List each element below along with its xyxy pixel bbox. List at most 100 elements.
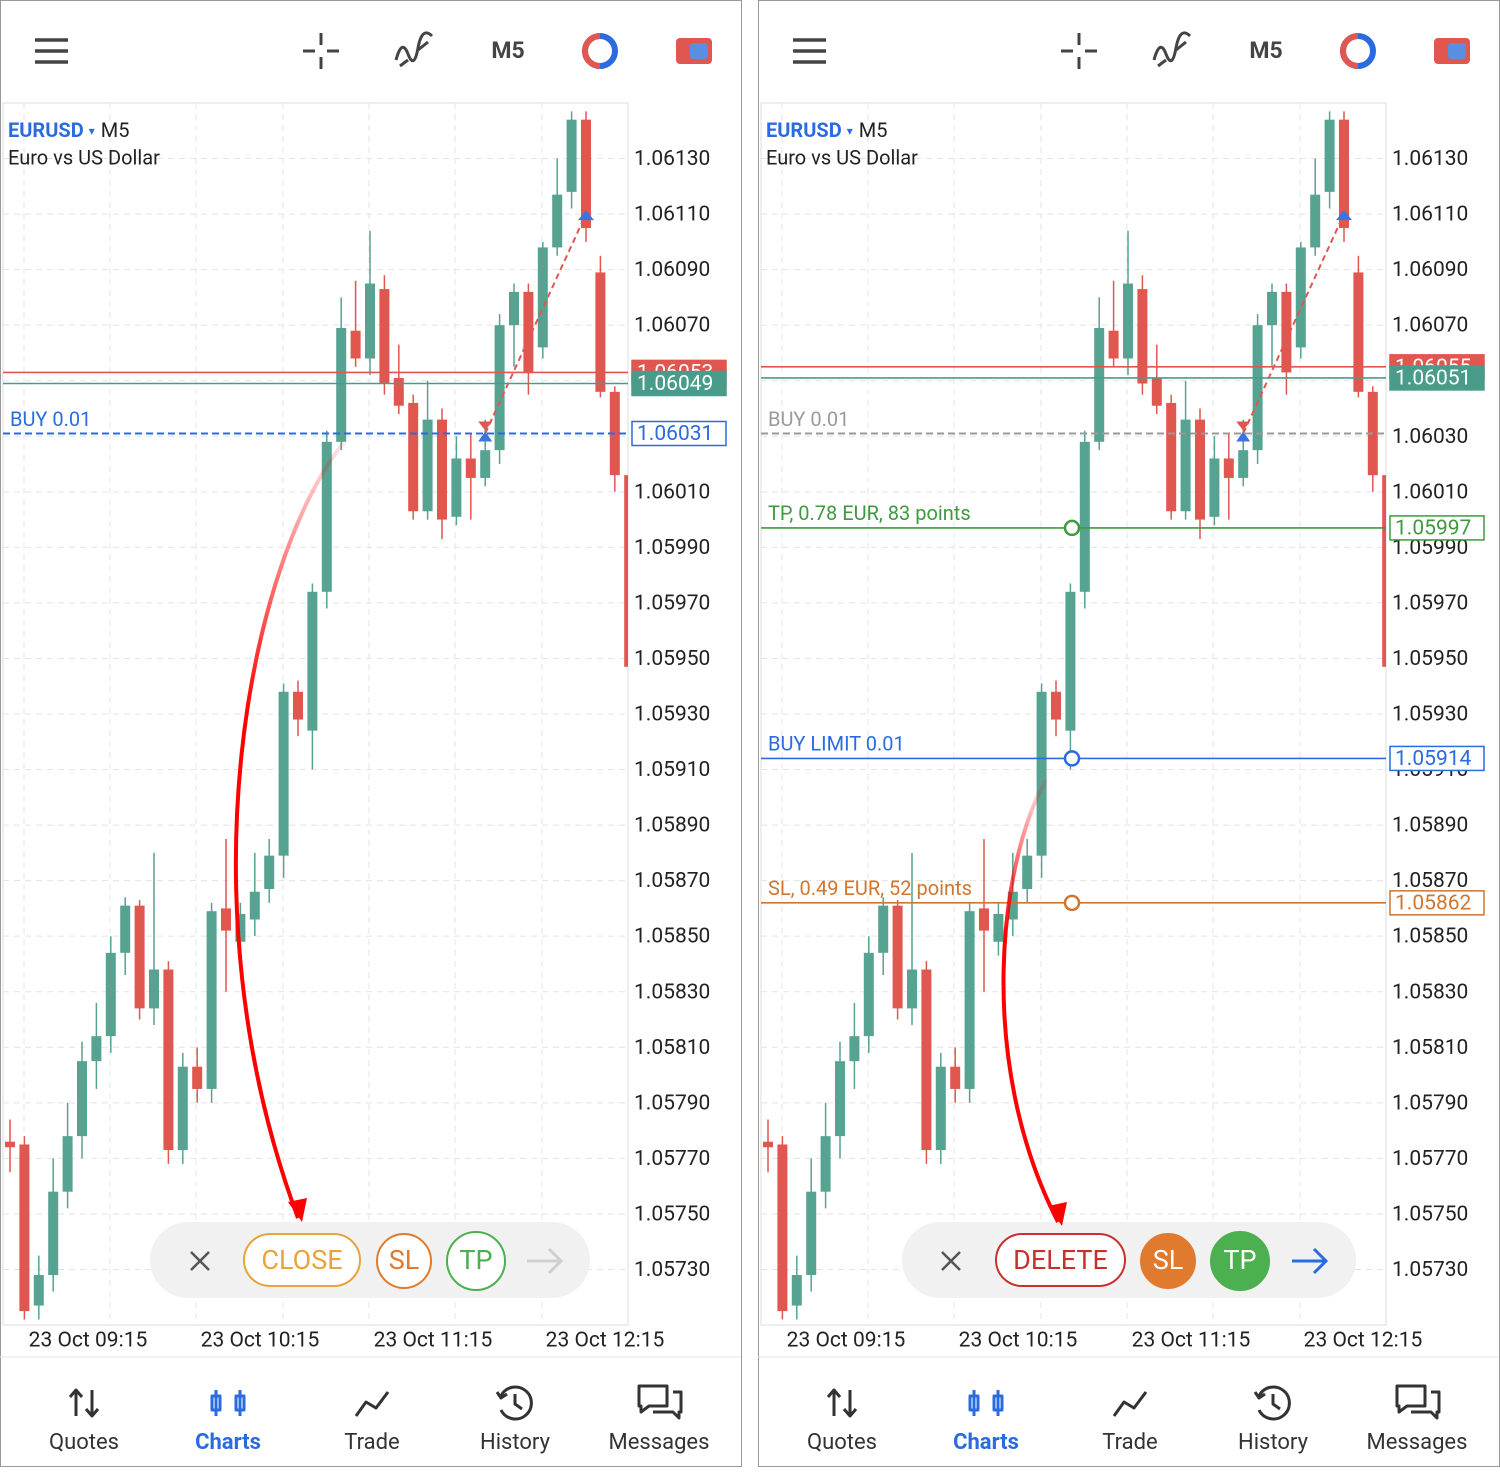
nav-icon[interactable] <box>354 1391 390 1417</box>
timeframe-button[interactable]: M5 <box>1249 37 1282 64</box>
candle-body <box>62 1136 73 1192</box>
main-button-label: CLOSE <box>261 1244 342 1276</box>
x-tick-label: 23 Oct 12:15 <box>546 1329 665 1353</box>
sl-label: SL <box>1153 1244 1184 1276</box>
line-handle[interactable] <box>1063 519 1081 537</box>
symbol-caret: ▾ <box>89 124 95 138</box>
candle-body <box>278 691 289 856</box>
price-tag <box>631 370 727 397</box>
candle-body <box>1223 458 1234 478</box>
candle-body <box>806 1191 817 1276</box>
main-button[interactable] <box>243 1233 361 1287</box>
candle-body <box>1079 441 1090 592</box>
y-tick-label: 1.06070 <box>634 314 710 338</box>
nav-icon[interactable] <box>210 1390 246 1416</box>
next-arrow[interactable] <box>1292 1247 1329 1275</box>
candle-body <box>77 1061 87 1137</box>
y-tick-label: 1.05930 <box>1392 703 1468 727</box>
indicator-icon[interactable] <box>394 31 434 68</box>
nav-label[interactable]: History <box>1238 1430 1309 1455</box>
nav-icon[interactable] <box>826 1388 858 1418</box>
tp-button[interactable] <box>1210 1231 1270 1291</box>
y-tick-label: 1.05750 <box>634 1202 710 1226</box>
y-tick-label: 1.05970 <box>634 591 710 615</box>
candle-body <box>993 913 1004 942</box>
screen: M51.061301.061101.060901.060701.060501.0… <box>0 0 742 1467</box>
nav-label[interactable]: History <box>480 1430 551 1455</box>
close-x[interactable] <box>941 1251 961 1271</box>
indicator-icon[interactable] <box>1152 31 1192 68</box>
candle-body <box>1036 691 1047 856</box>
nav-icon[interactable] <box>968 1390 1004 1416</box>
candle-body <box>1065 591 1076 731</box>
symbol[interactable]: EURUSD <box>8 118 84 142</box>
y-tick-label: 1.05970 <box>1392 591 1468 615</box>
candle-body <box>408 402 419 512</box>
candle-body <box>935 1066 946 1151</box>
symbol[interactable]: EURUSD <box>766 118 842 142</box>
price-line-label: BUY 0.01 <box>768 407 849 431</box>
candle-body <box>1238 450 1249 478</box>
nav-label[interactable]: Quotes <box>49 1430 119 1455</box>
nav-icon[interactable] <box>495 1385 533 1421</box>
nav-label[interactable]: Charts <box>953 1430 1019 1455</box>
x-tick-label: 23 Oct 10:15 <box>201 1329 320 1353</box>
nav-label[interactable]: Quotes <box>807 1430 877 1455</box>
annotation-arrow-head <box>288 1198 307 1222</box>
close-marker <box>1336 210 1352 221</box>
y-tick-label: 1.06130 <box>634 147 710 171</box>
price-tag-label: 1.05862 <box>1395 891 1472 915</box>
y-tick-label: 1.05990 <box>634 536 710 560</box>
candle-body <box>820 1136 831 1192</box>
nav-label[interactable]: Charts <box>195 1430 261 1455</box>
y-tick-label: 1.05730 <box>1392 1258 1468 1282</box>
nav-icon[interactable] <box>1112 1391 1148 1417</box>
y-tick-label: 1.05790 <box>634 1091 710 1115</box>
candle-body <box>365 283 375 359</box>
crosshair-icon[interactable] <box>1061 33 1097 69</box>
candle-body <box>624 475 628 667</box>
candle-body <box>791 1275 802 1306</box>
candle-body <box>1123 283 1133 359</box>
line-handle[interactable] <box>1063 750 1081 767</box>
sell-marker <box>1236 421 1251 431</box>
candle-body <box>523 291 534 373</box>
main-button[interactable] <box>995 1233 1126 1287</box>
nav-label[interactable]: Messages <box>609 1430 710 1455</box>
candle-body <box>1353 272 1364 392</box>
sl-button[interactable] <box>1140 1233 1196 1289</box>
nav-icon[interactable] <box>1395 1384 1441 1420</box>
y-tick-label: 1.06010 <box>1392 480 1468 504</box>
action-bar-bg <box>150 1222 590 1298</box>
chart-header: EURUSD ▾ M5 <box>8 118 129 142</box>
tp-button[interactable] <box>446 1231 506 1291</box>
y-tick-label: 1.05870 <box>634 869 710 893</box>
price-tag <box>1389 515 1485 541</box>
price-line-label: TP, 0.78 EUR, 83 points <box>768 501 971 525</box>
candle-body <box>33 1275 44 1306</box>
candle-body <box>595 272 606 392</box>
nav-icon[interactable] <box>1253 1385 1291 1421</box>
y-tick-label: 1.05930 <box>634 703 710 727</box>
nav-label[interactable]: Trade <box>1102 1430 1157 1455</box>
candle-body <box>350 330 361 359</box>
y-tick-label: 1.05830 <box>634 980 710 1004</box>
candle-body <box>1281 291 1292 373</box>
candle-body <box>1137 289 1148 384</box>
next-arrow[interactable] <box>527 1247 564 1275</box>
nav-icon[interactable] <box>637 1384 683 1420</box>
candle-body <box>321 441 332 592</box>
price-line-label: BUY LIMIT 0.01 <box>768 732 905 756</box>
nav-icon[interactable] <box>68 1388 100 1418</box>
nav-label[interactable]: Trade <box>344 1430 399 1455</box>
nav-label[interactable]: Messages <box>1367 1430 1468 1455</box>
crosshair-icon[interactable] <box>303 33 339 69</box>
candle-body <box>5 1141 15 1148</box>
close-x[interactable] <box>190 1251 210 1271</box>
timeframe-button[interactable]: M5 <box>491 37 524 64</box>
screen: M51.061301.061101.060901.060701.060501.0… <box>758 0 1500 1467</box>
candle-body <box>1295 247 1306 348</box>
sl-button[interactable] <box>376 1233 432 1289</box>
line-handle[interactable] <box>1063 894 1081 912</box>
buy-marker <box>478 431 493 442</box>
